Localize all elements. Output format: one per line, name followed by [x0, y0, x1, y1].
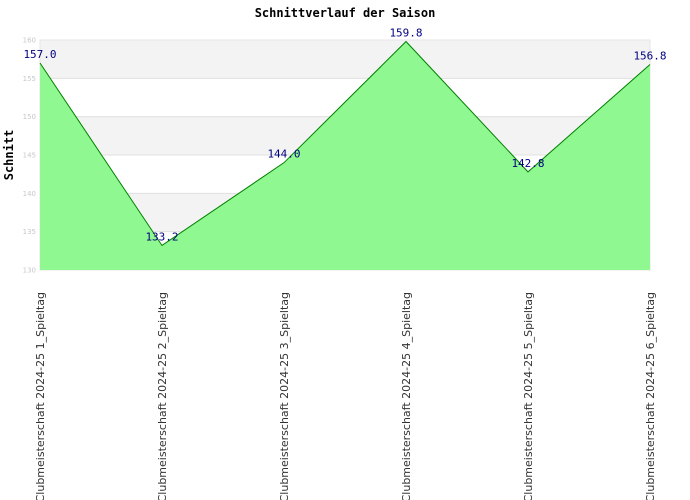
y-tick-label: 140: [23, 190, 36, 198]
data-label: 142.8: [511, 157, 544, 170]
data-labels: 157.0 133.2 144.0 159.8 142.8 156.8: [23, 27, 666, 244]
data-label: 159.8: [389, 27, 422, 40]
x-tick-label: Clubmeisterschaft 2024-25 1_Spieltag: [34, 292, 47, 500]
data-label: 157.0: [23, 48, 56, 61]
x-tick-label: Clubmeisterschaft 2024-25 3_Spieltag: [278, 292, 291, 500]
y-axis-label: Schnitt: [2, 130, 16, 181]
x-tick-label: Clubmeisterschaft 2024-25 6_Spieltag: [644, 292, 657, 500]
data-label: 133.2: [145, 230, 178, 243]
x-tick-label: Clubmeisterschaft 2024-25 4_Spieltag: [400, 292, 413, 500]
y-tick-label: 135: [23, 228, 36, 236]
y-tick-label: 145: [23, 152, 36, 160]
y-ticks: 130 135 140 145 150 155 160: [23, 37, 36, 275]
chart-title: Schnittverlauf der Saison: [255, 6, 436, 20]
x-tick-label: Clubmeisterschaft 2024-25 2_Spieltag: [156, 292, 169, 500]
series-line: [39, 40, 651, 247]
area-fill: [40, 41, 650, 270]
y-tick-label: 150: [23, 113, 36, 121]
y-tick-label: 160: [23, 37, 36, 45]
y-tick-label: 155: [23, 75, 36, 83]
area-series: [39, 40, 651, 270]
data-label: 156.8: [633, 50, 666, 63]
y-tick-label: 130: [23, 267, 36, 275]
grid-band: [40, 40, 650, 79]
x-ticks: Clubmeisterschaft 2024-25 1_Spieltag Club…: [34, 292, 657, 500]
data-label: 144.0: [267, 148, 300, 161]
x-tick-label: Clubmeisterschaft 2024-25 5_Spieltag: [522, 292, 535, 500]
